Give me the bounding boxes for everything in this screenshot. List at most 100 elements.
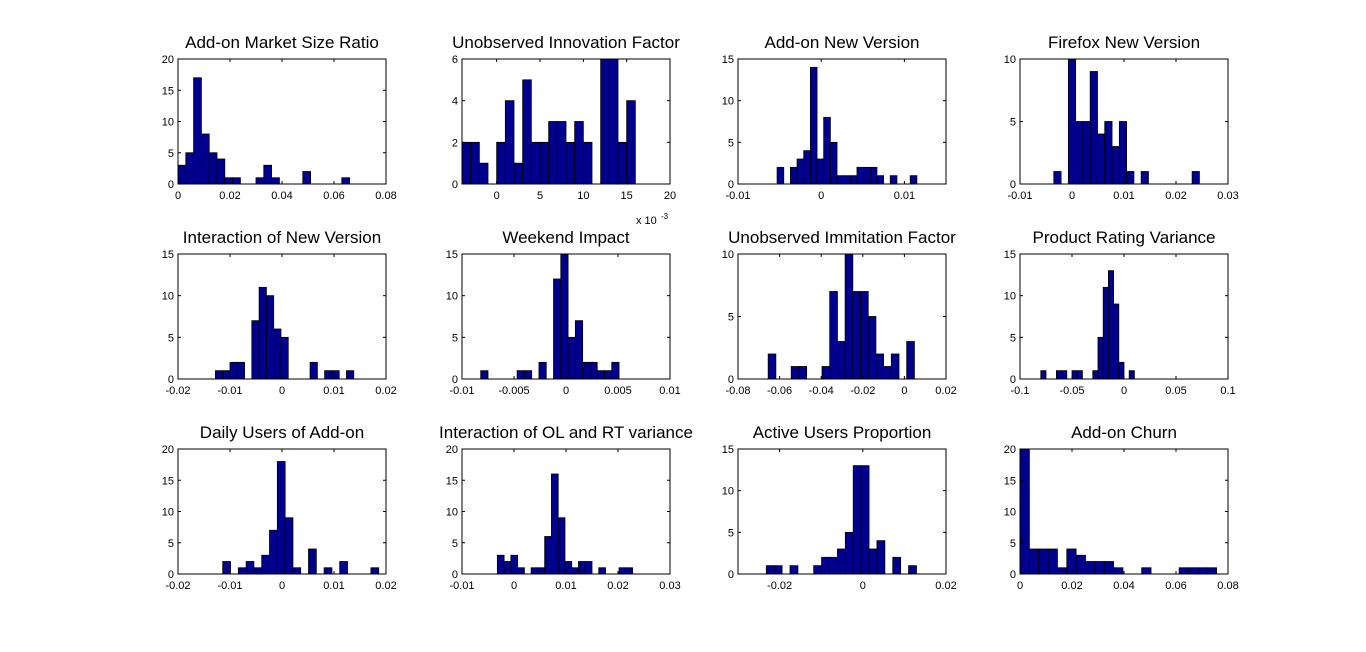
histogram-bar	[271, 177, 280, 184]
histogram-bar	[567, 336, 576, 379]
histogram-bar	[883, 366, 892, 379]
histogram-bar	[860, 465, 870, 574]
subplot-title: Daily Users of Add-on	[200, 423, 364, 442]
histogram-bar	[909, 175, 918, 184]
x-tick-label: -0.04	[809, 385, 834, 397]
axes-border	[737, 58, 947, 185]
histogram-daily-users-of-add-on: -0.02 -0.01 0 0.01 0.02 0 5 10 15 20 Daily Users o…	[162, 423, 397, 592]
histogram-bar	[1140, 171, 1149, 184]
histogram-bar	[516, 370, 525, 379]
histogram-bar	[589, 361, 598, 379]
histogram-bar	[245, 561, 255, 574]
x-tick-label: 0.02	[1165, 190, 1186, 202]
histogram-bar	[1126, 171, 1135, 184]
x-tick-label: -0.06	[767, 385, 792, 397]
x-tick-label: -0.1	[1011, 385, 1030, 397]
x-tick-label: -0.08	[725, 385, 750, 397]
x-tick-label: 0.08	[375, 190, 396, 202]
histogram-bar	[263, 164, 272, 184]
histogram-bar	[341, 177, 350, 184]
histogram-bar	[265, 295, 275, 379]
histogram-bar	[216, 158, 226, 184]
histogram-bar	[462, 141, 472, 184]
histogram-bar	[539, 141, 550, 184]
histogram-bar	[837, 548, 846, 574]
histogram-bar	[258, 286, 267, 379]
histogram-bar	[1118, 121, 1127, 184]
histogram-bar	[1057, 567, 1068, 574]
x-tick-label: 0.02	[375, 580, 396, 592]
y-tick-label: 5	[168, 538, 174, 550]
histogram-bar	[1082, 121, 1091, 184]
histogram-bar	[892, 556, 902, 574]
x-axis-multiplier-exponent: -3	[661, 212, 669, 221]
histogram-bar	[860, 291, 869, 379]
axes-frame	[461, 448, 671, 575]
axes-frame	[737, 58, 947, 185]
histogram-bar	[1113, 567, 1124, 574]
histogram-bar	[1097, 133, 1106, 184]
histogram-bar	[869, 166, 878, 184]
histogram-bar	[470, 141, 480, 184]
histogram-bar	[843, 175, 851, 184]
histogram-bar	[796, 158, 805, 184]
histogram-bar	[222, 370, 231, 379]
histogram-bar	[908, 565, 917, 574]
histogram-bar	[863, 166, 871, 184]
histogram-bar	[292, 567, 302, 574]
subplot-title: Add-on New Version	[765, 33, 920, 52]
y-tick-label: 10	[722, 96, 734, 108]
y-tick-label: 5	[1010, 117, 1016, 129]
histogram-bar	[798, 366, 808, 379]
y-tick-label: 10	[722, 249, 734, 261]
histogram-bar	[537, 567, 546, 574]
histogram-bar	[578, 561, 586, 574]
histogram-bar	[1104, 121, 1113, 184]
x-tick-label: -0.01	[725, 190, 750, 202]
histogram-bar	[370, 567, 380, 574]
bars	[215, 286, 355, 379]
histogram-bar	[496, 554, 505, 574]
histogram-bar	[276, 461, 286, 574]
y-tick-label: 10	[162, 507, 174, 519]
y-tick-label: 15	[162, 85, 174, 97]
histogram-bar	[856, 166, 865, 184]
y-tick-label: 5	[452, 332, 458, 344]
x-tick-label: 0	[279, 580, 285, 592]
subplot-title: Unobserved Immitation Factor	[728, 228, 956, 247]
histogram-bar	[503, 561, 512, 574]
x-tick-label: 0.06	[1165, 580, 1186, 592]
x-tick-label: 0.02	[935, 580, 956, 592]
histogram-bar	[816, 158, 825, 184]
histogram-bar	[193, 77, 202, 184]
y-tick-label: 15	[162, 249, 174, 261]
histogram-bar	[852, 465, 862, 574]
histogram-bar	[480, 370, 489, 379]
histogram-bar	[1038, 548, 1049, 574]
histogram-bar	[1089, 71, 1098, 184]
histogram-bar	[1103, 561, 1114, 574]
x-tick-label: -0.01	[449, 385, 474, 397]
histogram-bar	[876, 540, 886, 574]
x-tick-label: 0	[279, 385, 285, 397]
x-tick-label: -0.02	[767, 580, 792, 592]
histogram-bar	[1053, 171, 1062, 184]
x-tick-label: 0.05	[1165, 385, 1186, 397]
y-tick-label: 0	[168, 569, 174, 581]
y-tick-label: 10	[446, 507, 458, 519]
histogram-bar	[1097, 336, 1104, 379]
x-tick-label: 15	[621, 190, 633, 202]
y-tick-label: 10	[1004, 291, 1016, 303]
histogram-bar	[803, 150, 811, 184]
x-tick-label: -0.02	[165, 580, 190, 592]
histogram-bar	[1191, 171, 1200, 184]
histogram-bar	[1056, 370, 1063, 379]
histogram-bar	[560, 254, 569, 379]
histogram-bar	[571, 567, 579, 574]
x-tick-label: 0	[494, 190, 500, 202]
histogram-bar	[584, 561, 593, 574]
histogram-bar	[829, 291, 838, 379]
histogram-bar	[617, 141, 628, 184]
histogram-bar	[323, 567, 333, 574]
histogram-bar	[1111, 146, 1120, 184]
